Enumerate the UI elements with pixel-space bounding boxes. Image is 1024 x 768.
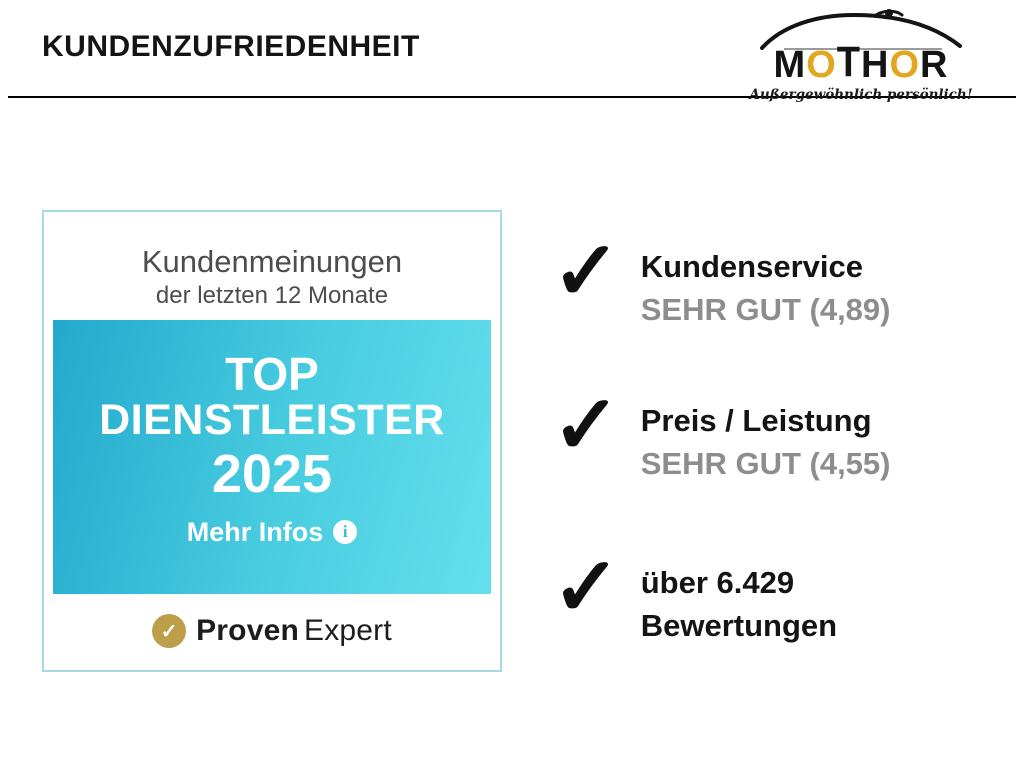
checkmark-icon: ✓ (552, 380, 621, 471)
provenexpert-logo: ✓ Proven Expert (44, 594, 500, 668)
badge-title: Kundenmeinungen (141, 244, 403, 279)
highlight-title: Kundenservice (640, 249, 863, 284)
brand-tagline: Außergewöhnlich persönlich! (749, 87, 973, 103)
award-line2: DIENSTLEISTER (99, 396, 445, 445)
provenexpert-name-bold: Proven (196, 614, 299, 647)
provenexpert-name: Proven Expert (196, 614, 392, 648)
award-panel: TOP DIENSTLEISTER 2025 Mehr Infos i (53, 320, 491, 594)
more-info-link[interactable]: Mehr Infos i (53, 517, 491, 548)
highlight-title: Preis / Leistung (640, 403, 872, 438)
page-title: KUNDENZUFRIEDENHEIT (42, 30, 420, 63)
badge-header: Kundenmeinungen der letzten 12 Monate (44, 212, 500, 320)
badge-subtitle: der letzten 12 Monate (155, 282, 389, 309)
highlight-item-preis-leistung: ✓ Preis / Leistung SEHR GUT (4,55) (552, 380, 891, 486)
highlight-text: Kundenservice SEHR GUT (4,89) (641, 246, 891, 332)
provenexpert-badge: Kundenmeinungen der letzten 12 Monate TO… (42, 210, 502, 672)
highlight-text: Preis / Leistung SEHR GUT (4,55) (641, 400, 891, 486)
brand-letter: O (889, 44, 920, 86)
info-icon[interactable]: i (333, 520, 358, 545)
brand-logo: M O T H O R Außergewöhnlich persönlich! (746, 8, 976, 103)
award-year: 2025 (211, 444, 333, 505)
checkmark-icon: ✓ (552, 226, 621, 317)
header-divider (8, 96, 1016, 98)
highlight-rating: SEHR GUT (4,55) (640, 445, 891, 481)
highlight-subtitle: Bewertungen (640, 607, 838, 643)
highlight-title: über 6.429 (640, 565, 795, 600)
highlight-item-kundenservice: ✓ Kundenservice SEHR GUT (4,89) (552, 226, 891, 332)
more-info-label: Mehr Infos (186, 516, 324, 547)
brand-letter: O (806, 44, 837, 86)
brand-letter: M (773, 44, 807, 86)
brand-letter: H (860, 44, 890, 86)
checkmark-icon: ✓ (552, 542, 621, 633)
brand-letter: T (836, 39, 861, 87)
car-silhouette-icon (760, 9, 962, 50)
provenexpert-name-light: Expert (304, 614, 392, 647)
highlight-rating: SEHR GUT (4,89) (640, 291, 891, 327)
brand-letter: R (920, 44, 949, 86)
brand-wordmark: M O T H O R (746, 41, 976, 86)
award-line1: TOP (225, 348, 319, 400)
highlight-item-bewertungen: ✓ über 6.429 Bewertungen (552, 542, 837, 648)
provenexpert-check-icon: ✓ (152, 614, 187, 648)
highlight-text: über 6.429 Bewertungen (641, 562, 837, 648)
